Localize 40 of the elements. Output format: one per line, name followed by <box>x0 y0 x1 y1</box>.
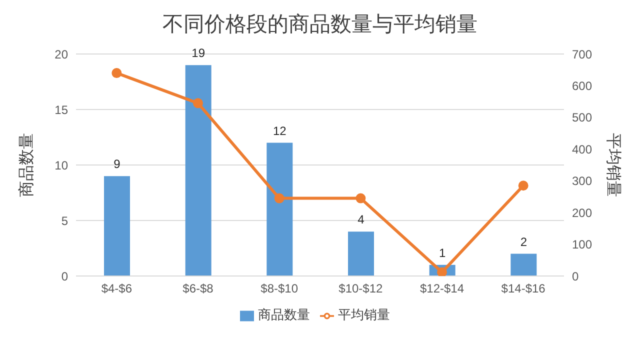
y2-tick-label: 600 <box>572 78 592 93</box>
legend-label: 平均销量 <box>338 307 390 322</box>
y2-tick-label: 200 <box>572 206 592 220</box>
y-tick-label: 5 <box>61 214 68 228</box>
x-tick-label: $6-$8 <box>182 282 214 296</box>
y2-tick-label: 500 <box>572 110 592 125</box>
y2-tick-label: 300 <box>572 174 592 188</box>
x-tick-label: $4-$6 <box>101 282 132 296</box>
data-label: 19 <box>192 46 206 60</box>
data-label: 4 <box>358 212 365 227</box>
y-tick-label: 15 <box>54 102 68 117</box>
legend-label: 商品数量 <box>258 307 310 322</box>
y-tick-label: 20 <box>54 47 68 62</box>
bar <box>185 65 212 276</box>
point <box>112 68 122 78</box>
y-tick-label: 10 <box>54 158 68 172</box>
point <box>274 193 284 204</box>
x-tick-label: $14-$16 <box>501 282 546 296</box>
y-tick-label: 0 <box>61 269 68 284</box>
bar <box>104 176 130 276</box>
chart-title: 不同价格段的商品数量与平均销量 <box>162 12 478 38</box>
x-tick-label: $10-$12 <box>338 282 384 296</box>
bar <box>348 232 374 276</box>
point <box>356 193 366 204</box>
bar <box>510 254 537 276</box>
x-tick-label: $12-$14 <box>420 282 464 296</box>
data-label: 1 <box>438 246 446 260</box>
data-label: 2 <box>520 234 528 249</box>
y-axis-title: 商品数量 <box>18 133 36 197</box>
x-tick-label: $8-$10 <box>260 282 298 296</box>
data-label: 12 <box>272 124 287 138</box>
point <box>518 180 528 191</box>
y2-tick-label: 100 <box>572 238 592 252</box>
y2-tick-label: 0 <box>572 269 579 284</box>
y2-tick-label: 700 <box>572 47 592 62</box>
bar <box>266 142 293 276</box>
data-label: 9 <box>114 157 121 172</box>
y2-tick-label: 400 <box>572 142 592 156</box>
y2-axis-title: 平均销量 <box>604 133 622 197</box>
point <box>193 98 203 108</box>
